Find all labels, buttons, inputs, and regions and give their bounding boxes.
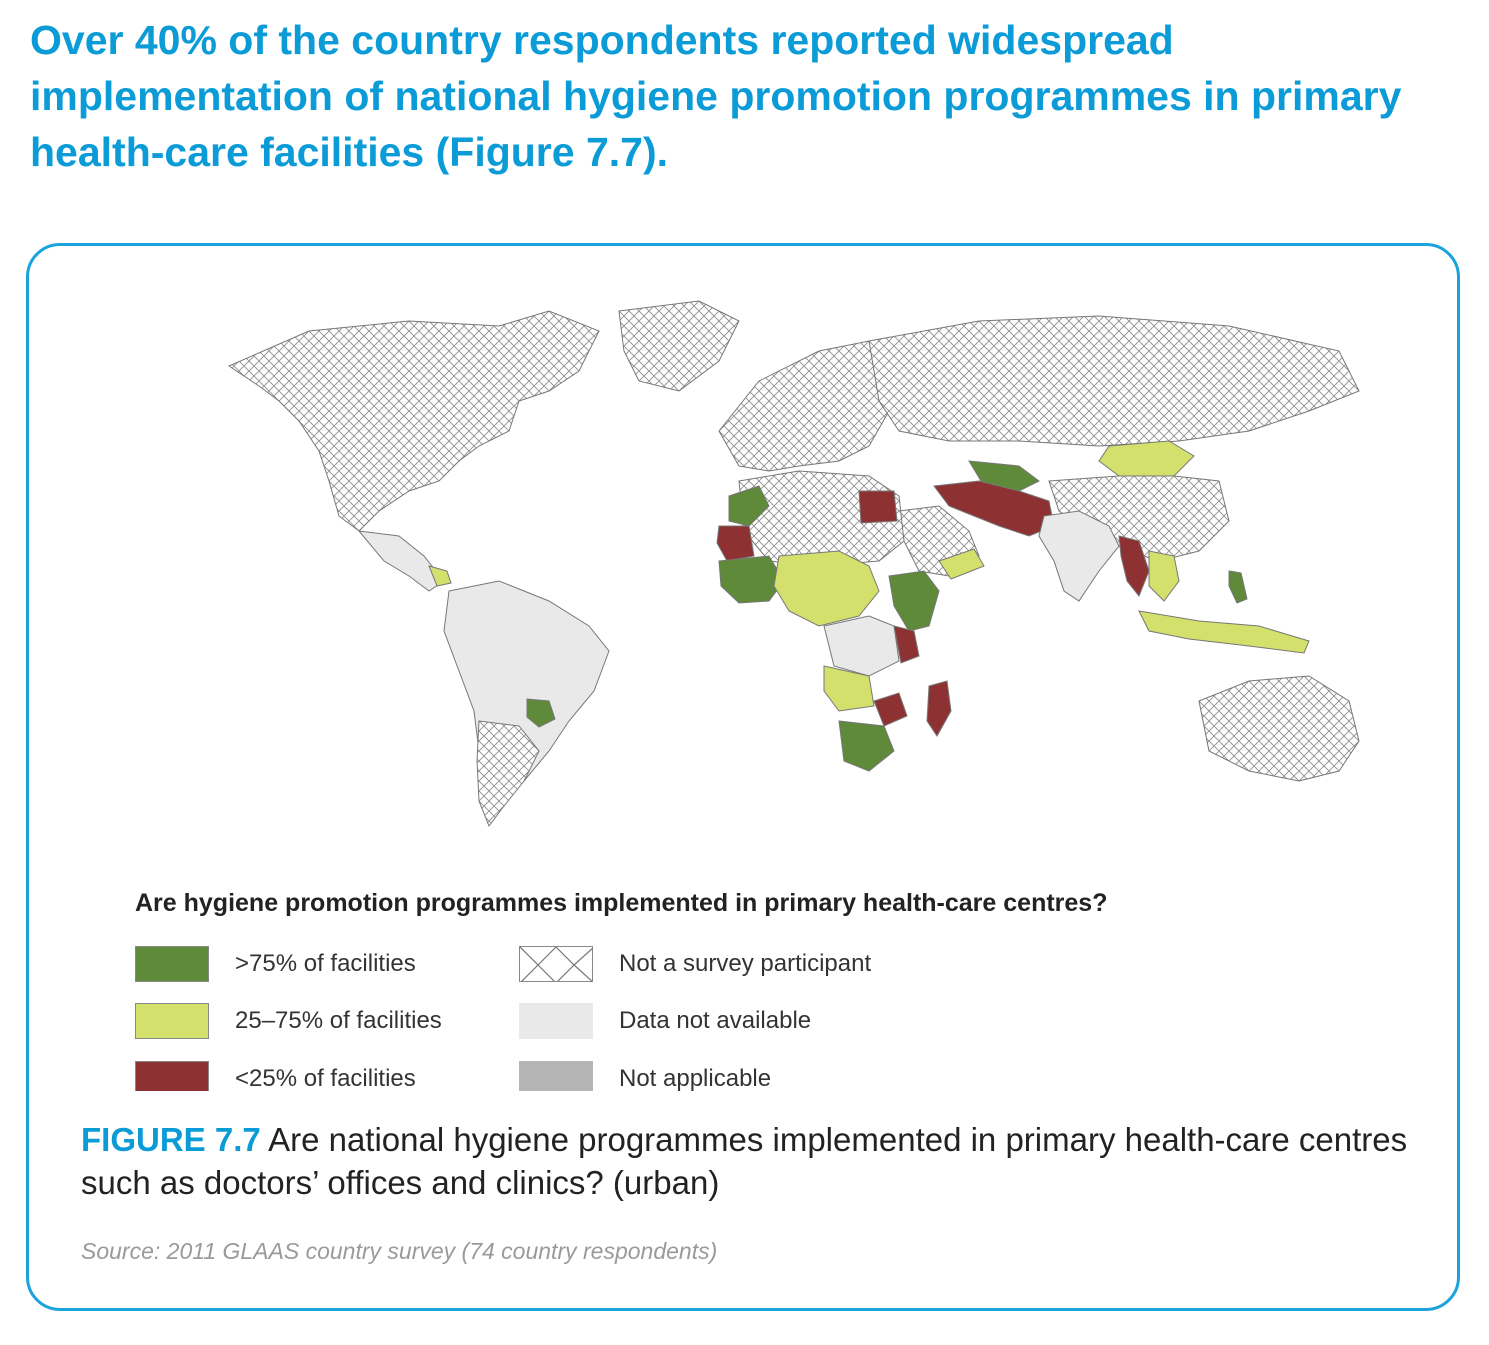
- figure-box: Are hygiene promotion programmes impleme…: [26, 243, 1460, 1311]
- region-sahel: [773, 550, 880, 627]
- region-central-america: [357, 530, 445, 592]
- region-paraguay: [526, 698, 556, 728]
- region-central-africa: [823, 615, 900, 677]
- headline: Over 40% of the country respondents repo…: [30, 17, 1402, 175]
- legend-swatch-mid: [135, 1003, 209, 1039]
- legend-label-not-applicable: Not applicable: [619, 1065, 772, 1091]
- figure-caption: FIGURE 7.7 Are national hygiene programm…: [81, 1118, 1431, 1204]
- region-north-america: [227, 310, 600, 532]
- legend-label-no-data: Data not available: [619, 1007, 812, 1034]
- region-india: [1038, 510, 1120, 602]
- legend-swatch-high: [135, 946, 209, 982]
- region-egypt: [858, 490, 898, 524]
- region-europe: [718, 340, 900, 472]
- legend-swatch-not-participant: [519, 946, 593, 982]
- region-morocco: [728, 485, 770, 527]
- region-angola: [823, 665, 875, 712]
- figure-caption-text: Are national hygiene programmes implemen…: [81, 1121, 1408, 1201]
- region-philippines: [1228, 570, 1248, 604]
- legend-label-low: <25% of facilities: [235, 1065, 416, 1091]
- legend-title: Are hygiene promotion programmes impleme…: [135, 889, 1108, 917]
- world-map: Are hygiene promotion programmes impleme…: [79, 281, 1449, 1091]
- region-east-africa: [893, 625, 920, 664]
- region-myanmar: [1118, 535, 1150, 597]
- region-indonesia: [1138, 610, 1310, 654]
- legend-label-mid: 25–75% of facilities: [235, 1007, 442, 1034]
- region-se-asia: [1148, 550, 1180, 602]
- source-note: Source: 2011 GLAAS country survey (74 co…: [81, 1238, 718, 1264]
- world-map-svg: [227, 300, 1360, 828]
- region-australia: [1198, 675, 1360, 782]
- region-se-africa: [873, 692, 908, 727]
- figure-label: FIGURE 7.7: [81, 1121, 261, 1158]
- legend-label-high: >75% of facilities: [235, 950, 416, 977]
- legend: Are hygiene promotion programmes impleme…: [129, 871, 1401, 1091]
- region-greenland: [618, 300, 740, 392]
- region-west-africa: [718, 555, 785, 604]
- region-guatemala: [428, 565, 452, 587]
- region-horn-africa: [888, 570, 940, 632]
- region-madagascar: [926, 680, 952, 737]
- legend-swatch-no-data: [519, 1003, 593, 1039]
- legend-label-not-participant: Not a survey participant: [619, 950, 872, 977]
- region-russia: [868, 315, 1360, 447]
- region-mongolia: [1098, 440, 1195, 477]
- legend-swatch-not-applicable: [519, 1061, 593, 1091]
- region-mauritania: [716, 525, 755, 562]
- legend-swatch-low: [135, 1061, 209, 1091]
- region-southern-africa: [838, 720, 895, 772]
- region-southern-cone: [476, 720, 540, 828]
- region-yemen-oman: [938, 548, 985, 580]
